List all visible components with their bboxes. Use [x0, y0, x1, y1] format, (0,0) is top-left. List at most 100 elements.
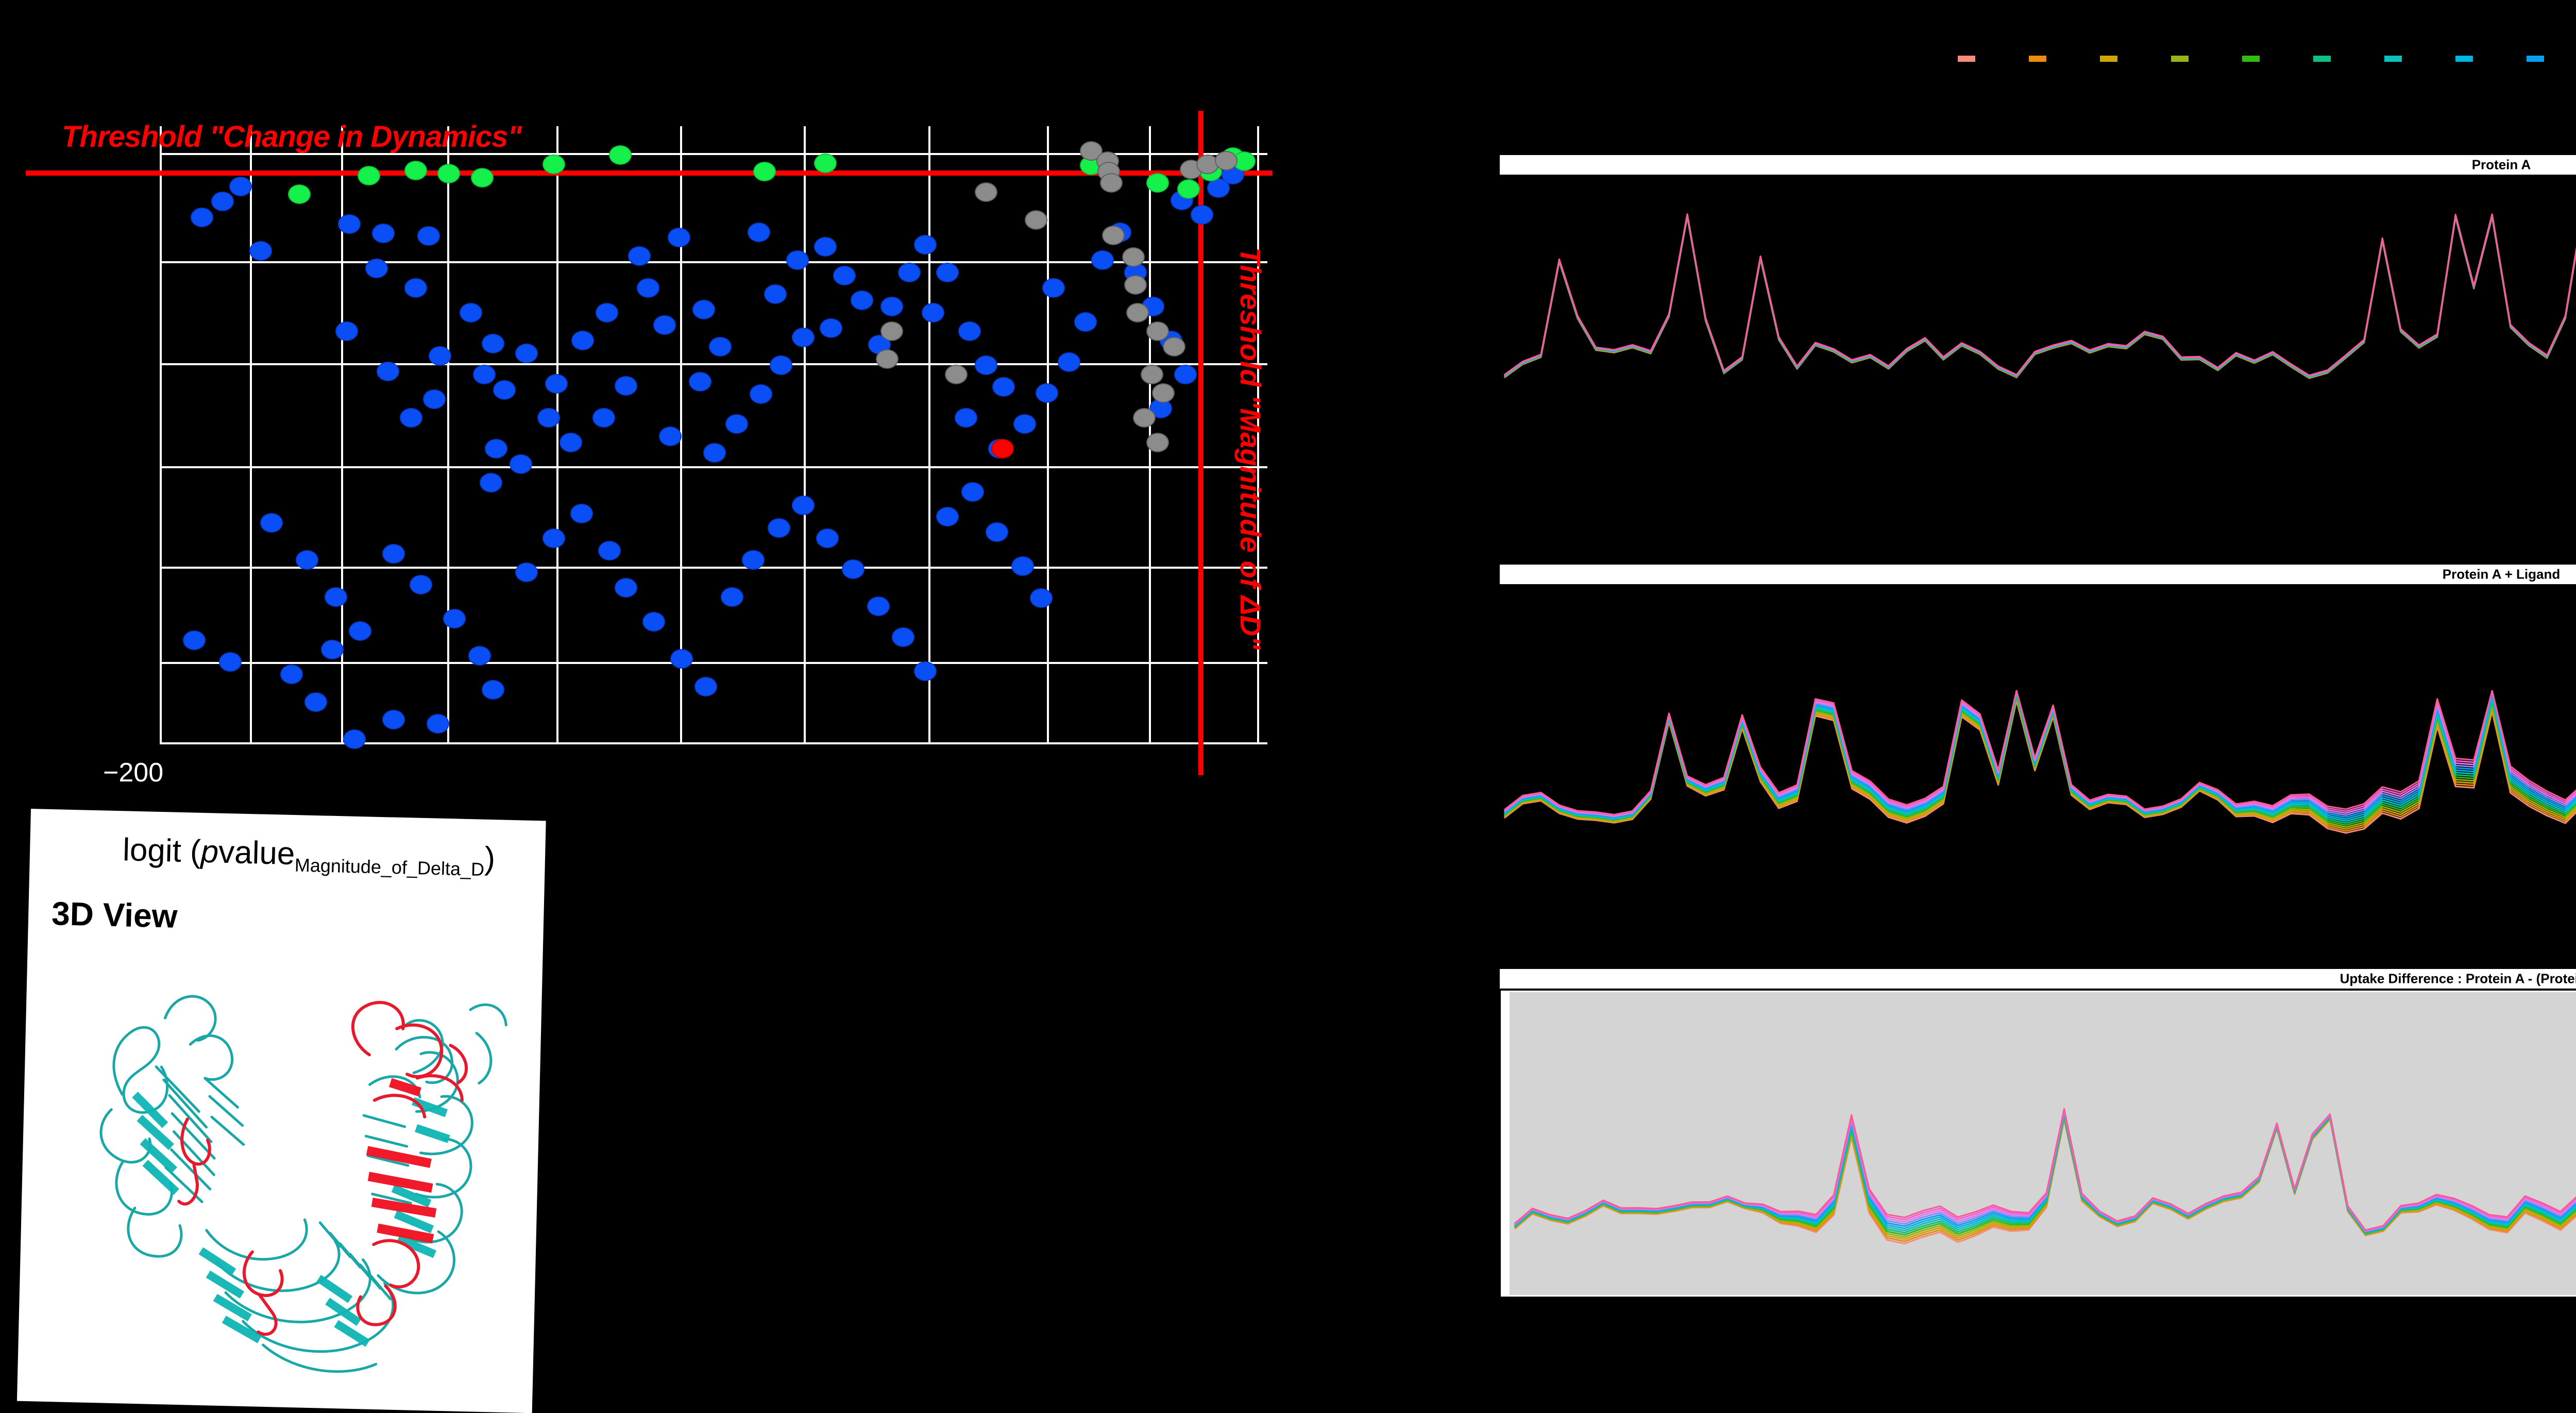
scatter-point-blue[interactable] — [792, 496, 815, 516]
scatter-point-blue[interactable] — [670, 649, 693, 669]
scatter-point-blue[interactable] — [764, 284, 787, 304]
scatter-point-green[interactable] — [543, 155, 566, 174]
scatter-point-blue[interactable] — [404, 278, 427, 298]
scatter-point-green[interactable] — [1146, 173, 1169, 193]
scatter-point-blue[interactable] — [335, 321, 359, 341]
scatter-point-blue[interactable] — [304, 692, 327, 712]
scatter-point-green[interactable] — [814, 153, 837, 173]
uptake-trace[interactable] — [1504, 199, 2576, 384]
legend-dash-1[interactable] — [2029, 56, 2046, 62]
scatter-point-grey[interactable] — [1124, 275, 1147, 295]
scatter-point-blue[interactable] — [423, 389, 446, 409]
scatter-point-green[interactable] — [753, 162, 776, 182]
scatter-point-blue[interactable] — [1174, 365, 1197, 384]
scatter-point-blue[interactable] — [742, 550, 765, 570]
scatter-point-blue[interactable] — [468, 646, 492, 666]
scatter-point-blue[interactable] — [545, 374, 568, 394]
scatter-point-blue[interactable] — [571, 331, 595, 350]
scatter-point-blue[interactable] — [880, 297, 903, 316]
scatter-point-grey[interactable] — [1141, 365, 1164, 384]
scatter-point-blue[interactable] — [460, 303, 482, 322]
uptake-trace[interactable] — [1514, 1116, 2576, 1244]
uptake-trace[interactable] — [1514, 1113, 2576, 1235]
scatter-point-blue[interactable] — [337, 214, 361, 234]
scatter-point-blue[interactable] — [1058, 352, 1080, 372]
scatter-point-blue[interactable] — [592, 408, 615, 428]
scatter-point-blue[interactable] — [668, 227, 691, 247]
uptake-trace[interactable] — [1504, 694, 2576, 824]
scatter-point-blue[interactable] — [417, 226, 440, 246]
scatter-point-blue[interactable] — [770, 355, 792, 375]
legend-dash-0[interactable] — [1958, 56, 1975, 62]
scatter-point-green[interactable] — [358, 165, 381, 185]
scatter-point-grey[interactable] — [944, 365, 968, 384]
scatter-point-blue[interactable] — [833, 266, 856, 285]
scatter-point-blue[interactable] — [1013, 414, 1036, 434]
scatter-point-grey[interactable] — [1146, 433, 1169, 452]
uptake-trace[interactable] — [1504, 199, 2576, 385]
scatter-point-blue[interactable] — [936, 507, 959, 526]
scatter-point-blue[interactable] — [891, 627, 914, 647]
scatter-point-blue[interactable] — [543, 529, 566, 548]
uptake-trace[interactable] — [1504, 202, 2576, 400]
scatter-point-blue[interactable] — [382, 544, 405, 564]
scatter-point-blue[interactable] — [596, 303, 619, 322]
uptake-trace[interactable] — [1504, 205, 2576, 413]
scatter-point-blue[interactable] — [792, 328, 815, 347]
scatter-point-green[interactable] — [404, 161, 427, 180]
uptake-chart-protein-a-ligand[interactable] — [1499, 588, 2576, 881]
scatter-point-blue[interactable] — [1042, 278, 1065, 298]
scatter-point-blue[interactable] — [190, 208, 213, 228]
scatter-point-blue[interactable] — [324, 587, 347, 607]
scatter-point-blue[interactable] — [365, 258, 388, 278]
scatter-point-blue[interactable] — [482, 680, 504, 700]
scatter-point-blue[interactable] — [485, 439, 508, 458]
scatter-point-blue[interactable] — [814, 236, 837, 257]
uptake-trace[interactable] — [1514, 1112, 2576, 1233]
scatter-point-blue[interactable] — [321, 640, 344, 659]
scatter-point-blue[interactable] — [921, 303, 944, 322]
scatter-point-blue[interactable] — [708, 337, 732, 356]
panel-protein-a-body[interactable] — [1499, 178, 2576, 472]
uptake-trace[interactable] — [1514, 1113, 2576, 1234]
protein-ribbon-structure[interactable] — [27, 938, 532, 1402]
scatter-point-blue[interactable] — [559, 433, 582, 452]
scatter-point-grey[interactable] — [1102, 226, 1125, 245]
scatter-point-grey[interactable] — [880, 321, 903, 341]
scatter-point-blue[interactable] — [615, 578, 637, 598]
scatter-point-blue[interactable] — [974, 355, 997, 375]
scatter-point-blue[interactable] — [443, 609, 466, 628]
uptake-trace[interactable] — [1514, 1115, 2576, 1240]
scatter-point-grey[interactable] — [1151, 383, 1175, 403]
scatter-point-blue[interactable] — [867, 597, 890, 616]
uptake-trace[interactable] — [1504, 208, 2576, 426]
scatter-point-green[interactable] — [287, 184, 311, 204]
legend-dash-5[interactable] — [2313, 56, 2331, 62]
scatter-point-blue[interactable] — [249, 241, 272, 261]
scatter-point-blue[interactable] — [211, 192, 234, 211]
uptake-trace[interactable] — [1504, 199, 2576, 387]
scatter-point-blue[interactable] — [1011, 556, 1034, 576]
scatter-point-blue[interactable] — [376, 362, 399, 381]
scatter-point-blue[interactable] — [767, 518, 790, 538]
scatter-point-red[interactable] — [991, 439, 1014, 458]
scatter-point-grey[interactable] — [1163, 337, 1186, 356]
uptake-trace[interactable] — [1504, 199, 2576, 385]
scatter-point-blue[interactable] — [1091, 250, 1114, 270]
scatter-point-blue[interactable] — [986, 522, 1009, 542]
uptake-trace[interactable] — [1504, 199, 2576, 384]
scatter-point-blue[interactable] — [229, 177, 252, 197]
legend-dash-3[interactable] — [2171, 56, 2189, 62]
scatter-point-grey[interactable] — [1024, 210, 1047, 230]
scatter-point-grey[interactable] — [1146, 321, 1169, 341]
uptake-trace[interactable] — [1514, 1115, 2576, 1239]
scatter-point-blue[interactable] — [472, 365, 496, 384]
scatter-point-blue[interactable] — [349, 621, 371, 641]
scatter-point-blue[interactable] — [343, 729, 366, 749]
scatter-point-blue[interactable] — [637, 278, 659, 298]
scatter-point-blue[interactable] — [819, 318, 842, 338]
legend-dash-2[interactable] — [2100, 56, 2117, 62]
scatter-point-blue[interactable] — [721, 587, 744, 607]
scatter-point-blue[interactable] — [913, 235, 937, 254]
scatter-point-blue[interactable] — [628, 246, 651, 266]
